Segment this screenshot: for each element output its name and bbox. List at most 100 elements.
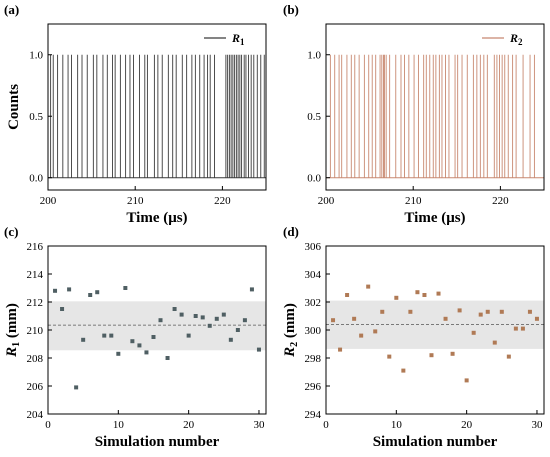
- data-point: [352, 316, 357, 321]
- y-tick-label: 0.0: [307, 173, 321, 185]
- y-tick-label: 302: [305, 297, 322, 309]
- data-point: [200, 315, 205, 320]
- data-point: [165, 356, 170, 360]
- data-point: [471, 330, 476, 335]
- panel-label: (a): [4, 2, 19, 17]
- x-tick-label: 20: [461, 419, 473, 431]
- data-point: [67, 287, 72, 292]
- data-point: [74, 385, 79, 390]
- data-point: [207, 323, 212, 328]
- x-tick-label: 0: [323, 419, 329, 431]
- x-tick-label: 210: [405, 195, 422, 207]
- plot-frame: [325, 23, 545, 191]
- y-tick-label: 204: [27, 409, 44, 421]
- data-point: [436, 291, 441, 296]
- data-point: [499, 309, 504, 314]
- data-point: [429, 353, 434, 358]
- data-point: [492, 340, 497, 345]
- y-tick-label: 300: [305, 325, 322, 337]
- data-point: [520, 326, 525, 331]
- data-point: [60, 307, 65, 311]
- legend-label: R2: [509, 31, 523, 47]
- data-point: [534, 316, 539, 321]
- x-axis-label: Time (μs): [126, 210, 187, 226]
- y-tick-label: 0.0: [29, 173, 43, 185]
- y-tick-label: 296: [305, 381, 322, 393]
- data-point: [123, 286, 128, 290]
- data-point: [256, 347, 261, 352]
- std-band: [48, 301, 266, 351]
- y-tick-label: 216: [27, 241, 44, 253]
- y-axis-label: Counts: [6, 84, 22, 130]
- legend-label: R1: [231, 31, 245, 47]
- x-tick-label: 30: [253, 419, 265, 431]
- y-axis-label: R2 (mm): [282, 303, 300, 358]
- x-axis-label: Simulation number: [95, 434, 220, 450]
- data-point: [415, 290, 420, 295]
- y-tick-label: 298: [305, 353, 322, 365]
- data-point: [345, 293, 350, 297]
- y-tick-label: 214: [27, 269, 44, 281]
- data-point: [137, 343, 142, 348]
- y-tick-label: 294: [305, 409, 322, 421]
- data-point: [53, 288, 58, 293]
- plot-frame: [47, 23, 267, 191]
- data-point: [394, 295, 399, 300]
- x-axis-label: Time (μs): [404, 210, 465, 226]
- y-tick-label: 0.5: [29, 111, 43, 123]
- panel-a: (a) 200 210 220 0.0 0.5 1.0 Time (μs) Counts R1: [4, 2, 267, 226]
- data-point: [401, 368, 406, 373]
- y-tick-label: 206: [27, 381, 44, 393]
- y-tick-label: 208: [27, 353, 44, 365]
- data-point: [95, 290, 100, 295]
- data-point: [331, 318, 336, 323]
- panel-label: (b): [283, 2, 299, 17]
- data-point: [193, 314, 198, 318]
- panel-b: (b) 200 210 220 0.0 0.5 1.0 Time (μs) R2: [283, 2, 545, 226]
- y-tick-label: 1.0: [307, 50, 321, 62]
- data-point: [88, 293, 93, 297]
- data-point: [478, 312, 483, 317]
- y-tick-label: 306: [305, 241, 322, 253]
- panel-c: (c) 0 10 20 30 204 206 208 210 212 214 216 Simulatio…: [4, 224, 267, 450]
- data-point: [366, 284, 371, 289]
- data-point: [457, 308, 462, 313]
- data-point: [109, 333, 114, 338]
- data-point: [373, 329, 378, 334]
- panel-d: (d) 0 10 20 30 294 296 298 300 302 304 306 Simulatio…: [282, 224, 545, 450]
- data-point: [422, 293, 427, 297]
- data-point: [513, 326, 518, 331]
- data-point: [235, 328, 240, 332]
- data-point: [158, 318, 163, 323]
- panel-label: (d): [283, 224, 299, 239]
- data-point: [214, 316, 219, 321]
- data-point: [144, 350, 149, 355]
- data-point: [408, 309, 413, 314]
- data-point: [186, 333, 191, 338]
- data-point: [485, 309, 490, 314]
- x-tick-label: 10: [391, 419, 403, 431]
- data-point: [249, 287, 254, 292]
- data-point: [102, 333, 107, 338]
- data-point: [338, 347, 343, 352]
- x-tick-label: 0: [45, 419, 51, 431]
- data-point: [450, 351, 455, 356]
- data-point: [172, 307, 177, 311]
- panel-label: (c): [4, 224, 18, 239]
- data-point: [228, 337, 233, 342]
- data-point: [130, 339, 135, 344]
- y-tick-label: 304: [305, 269, 322, 281]
- x-tick-label: 220: [214, 195, 231, 207]
- data-point: [387, 354, 392, 359]
- data-point: [151, 335, 156, 339]
- y-tick-label: 212: [27, 297, 44, 309]
- data-point: [443, 316, 448, 321]
- x-tick-label: 210: [127, 195, 144, 207]
- data-point: [506, 354, 511, 359]
- y-tick-label: 210: [27, 325, 44, 337]
- x-tick-label: 220: [492, 195, 509, 207]
- data-point: [527, 309, 532, 314]
- data-point: [221, 312, 226, 317]
- data-point: [242, 318, 247, 323]
